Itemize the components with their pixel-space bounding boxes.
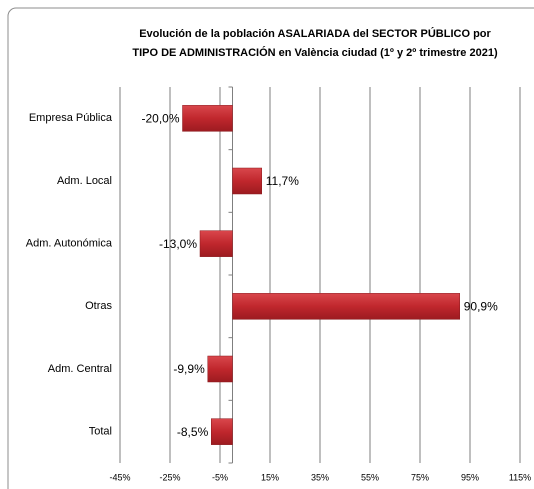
chart-frame [7,7,534,489]
value-label: 11,7% [266,174,299,188]
x-tick-label: 15% [261,472,279,482]
x-tick-label: 95% [461,472,479,482]
x-tick-label: -45% [109,472,130,482]
y-tick-label: Total [89,426,112,438]
y-tick-label: Adm. Local [57,175,112,187]
bar [207,355,233,383]
bar [211,418,233,445]
x-tick-label: 55% [361,472,379,482]
x-tick-label: 35% [311,472,329,482]
chart-title: TIPO DE ADMINISTRACIÓN en València ciuda… [132,46,498,59]
y-tick-label: Empresa Pública [29,112,113,124]
value-label: 90,9% [464,300,498,314]
bar [182,105,233,132]
y-tick-label: Adm. Autonómica [26,238,113,250]
value-label: -8,5% [177,425,209,439]
value-label: -13,0% [159,237,197,251]
x-tick-label: -25% [159,472,180,482]
value-label: -20,0% [141,112,179,126]
x-tick-label: -5% [212,472,228,482]
value-label: -9,9% [173,362,205,376]
y-tick-label: Adm. Central [48,363,112,375]
x-tick-label: 75% [411,472,429,482]
y-tick-label: Otras [85,300,112,312]
bar [232,167,262,195]
chart-title: Evolución de la población ASALARIADA del… [139,27,491,40]
bar [232,293,460,320]
bar [199,230,233,257]
x-tick-label: 115% [509,472,531,482]
